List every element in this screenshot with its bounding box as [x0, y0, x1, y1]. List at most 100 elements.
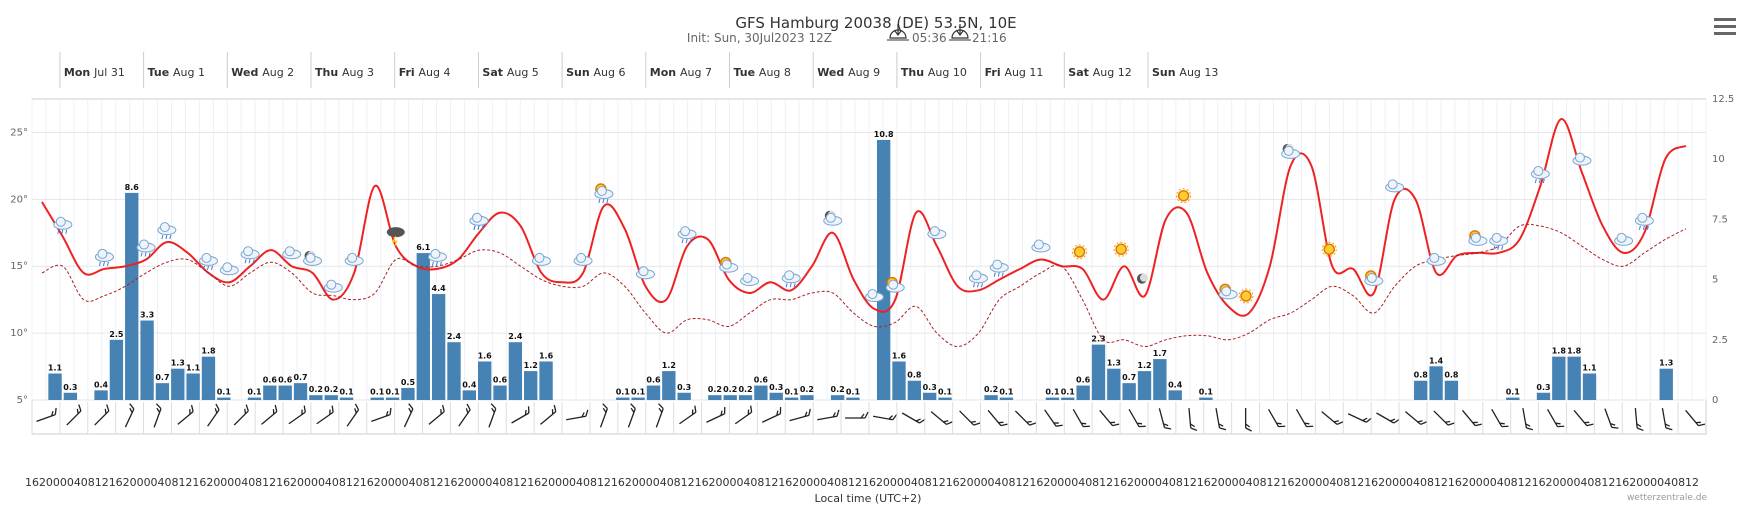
precip-bar-label: 1.6: [478, 351, 493, 360]
precip-bar: [907, 380, 922, 400]
wind-barb-icon: [1215, 408, 1227, 431]
wind-barb-icon: [1295, 409, 1314, 428]
x-tick-label: 08: [1420, 476, 1434, 489]
wind-barb-icon: [1573, 409, 1594, 427]
precip-bar-label: 10.8: [874, 130, 894, 139]
precip-bar-label: 0.6: [278, 376, 293, 385]
precip-bar: [1168, 390, 1182, 400]
precip-bar: [217, 397, 231, 400]
precip-bar: [723, 395, 737, 400]
precip-bar: [800, 395, 814, 400]
credit-text[interactable]: wetterzentrale.de: [1627, 493, 1708, 503]
precip-bar: [1107, 368, 1121, 400]
cloud-icon: [927, 226, 947, 240]
day-header: Sun Aug 13: [1152, 66, 1218, 79]
x-tick-label: 00: [639, 476, 653, 489]
precip-bar-label: 0.1: [247, 388, 262, 397]
cloud-rain-icon: [136, 239, 156, 257]
x-tick-label: 20: [1378, 476, 1392, 489]
x-tick-label: 16: [946, 476, 960, 489]
wind-barb-icon: [1634, 407, 1644, 432]
x-tick-label: 00: [53, 476, 67, 489]
wind-barb-icon: [1245, 408, 1252, 432]
precip-bar: [784, 397, 799, 400]
precip-bar: [1414, 380, 1428, 400]
precip-bar-label: 0.1: [938, 388, 953, 397]
precip-bar-label: 0.6: [754, 376, 769, 385]
x-tick-label: 04: [1406, 476, 1420, 489]
precip-bar-label: 6.1: [416, 243, 431, 252]
x-tick-label: 08: [1504, 476, 1518, 489]
x-tick-label: 20: [792, 476, 806, 489]
precip-bar: [109, 339, 124, 400]
x-tick-label: 00: [1643, 476, 1657, 489]
x-tick-label: 08: [750, 476, 764, 489]
cloud-icon: [864, 289, 884, 303]
precip-bar-label: 2.5: [109, 330, 124, 339]
precip-bar-label: 1.4: [1429, 356, 1444, 365]
wind-barb-icon: [403, 403, 414, 428]
precip-bar: [646, 385, 661, 400]
cloud-rain-icon: [94, 248, 114, 267]
precip-axis-tick: 7.5: [1712, 214, 1728, 225]
x-tick-label: 04: [485, 476, 499, 489]
day-header: Thu Aug 10: [901, 66, 967, 79]
x-tick-label: 00: [1392, 476, 1406, 489]
precip-bar-label: 0.1: [784, 388, 799, 397]
cloud-rain-icon: [427, 248, 447, 267]
wind-barb-icon: [1491, 409, 1509, 428]
precip-bar: [462, 390, 477, 400]
x-tick-label: 04: [1155, 476, 1169, 489]
day-header: Mon Jul 31: [64, 66, 125, 79]
x-tick-label: 04: [904, 476, 918, 489]
chart-title: GFS Hamburg 20038 (DE) 53.5N, 10E: [735, 14, 1016, 32]
precip-bar-label: 1.3: [1107, 359, 1121, 368]
precip-axis-tick: 12.5: [1712, 94, 1734, 105]
moon-cloud-icon: [1281, 143, 1301, 159]
cloud-rain-icon: [157, 222, 177, 240]
cloud-icon: [1385, 179, 1405, 193]
x-tick-label: 00: [137, 476, 151, 489]
wind-barb-icon: [1072, 409, 1090, 428]
precip-bar: [385, 397, 400, 400]
precip-bar-label: 0.1: [999, 388, 1014, 397]
x-tick-label: 08: [81, 476, 95, 489]
cloud-icon: [1614, 232, 1634, 246]
precip-bar-label: 0.3: [1536, 383, 1550, 392]
precip-bar: [1076, 385, 1090, 400]
x-tick-label: 00: [1560, 476, 1574, 489]
wind-barb-icon: [153, 403, 162, 428]
hamburger-menu-icon[interactable]: [1711, 14, 1739, 42]
precip-bar-label: 0.1: [339, 388, 354, 397]
x-tick-label: 08: [332, 476, 346, 489]
precip-bar: [938, 397, 952, 400]
wind-barb-icon: [1685, 409, 1706, 427]
precip-bar: [247, 397, 262, 400]
x-tick-label: 12: [1015, 476, 1029, 489]
x-tick-label: 08: [1253, 476, 1267, 489]
precip-bar: [1137, 371, 1152, 400]
precip-bar: [708, 395, 722, 400]
moon-icon: [1136, 273, 1148, 284]
wind-barb-icon: [734, 405, 753, 425]
precip-bar: [616, 397, 630, 400]
precip-bar: [278, 385, 292, 400]
x-tick-label: 08: [416, 476, 430, 489]
x-tick-label: 16: [611, 476, 625, 489]
precip-bar: [431, 294, 446, 400]
x-tick-label: 08: [583, 476, 597, 489]
wind-barb-icon: [288, 405, 306, 425]
cloud-icon: [1426, 252, 1446, 266]
x-tick-label: 00: [1476, 476, 1490, 489]
temperature-line: [41, 118, 1687, 317]
precip-axis-tick: 0: [1712, 395, 1718, 406]
x-tick-label: 04: [653, 476, 667, 489]
precip-bar: [201, 356, 216, 400]
x-tick-label: 16: [192, 476, 206, 489]
precip-bar-label: 0.6: [1076, 376, 1091, 385]
wind-barb-icon: [1546, 409, 1565, 428]
precip-bar-label: 0.7: [155, 373, 169, 382]
cloud-icon: [573, 252, 593, 266]
precip-bar-label: 0.1: [386, 388, 401, 397]
wind-barb-icon: [124, 403, 135, 428]
